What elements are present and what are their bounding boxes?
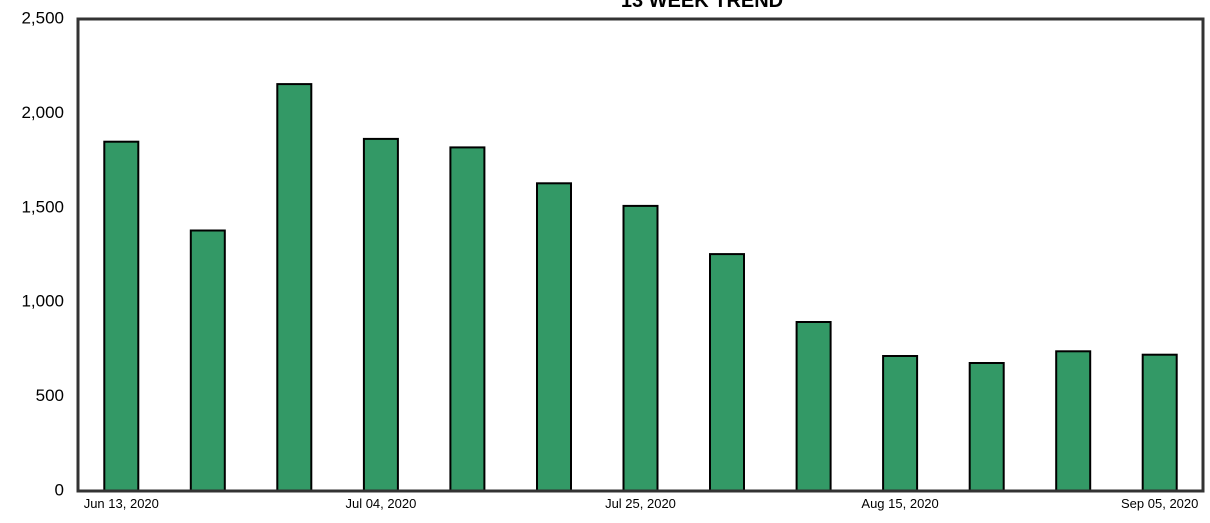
plot-frame — [76, 17, 1205, 493]
x-axis: Jun 13, 2020 Jul 04, 2020 Jul 25, 2020 Aug … — [84, 496, 1199, 511]
x-tick-label: Aug 15, 2020 — [861, 496, 938, 511]
y-tick-label: 2,500 — [21, 8, 64, 27]
x-tick-label: Jun 13, 2020 — [84, 496, 159, 511]
y-tick-label: 0 — [55, 480, 64, 499]
y-axis: 0 500 1,000 1,500 2,000 2,500 — [21, 8, 64, 499]
bar-12 — [1141, 353, 1178, 493]
bar-7 — [709, 253, 745, 492]
bar-2 — [276, 83, 313, 492]
bar-0 — [103, 140, 140, 492]
y-tick-label: 1,000 — [21, 292, 64, 311]
bar-1 — [189, 229, 226, 492]
x-tick-label: Jul 25, 2020 — [605, 496, 676, 511]
bar-3 — [362, 137, 399, 492]
x-tick-label: Sep 05, 2020 — [1121, 496, 1198, 511]
bar-9 — [882, 355, 919, 492]
bar-10 — [968, 362, 1005, 492]
bar-8 — [795, 321, 832, 492]
y-tick-label: 2,000 — [21, 103, 64, 122]
chart-title: 13 WEEK TREND — [621, 0, 783, 12]
bars-layer — [103, 83, 1178, 493]
bar-6 — [622, 204, 659, 492]
bar-5 — [536, 182, 572, 493]
x-tick-label: Jul 04, 2020 — [345, 496, 416, 511]
y-tick-label: 500 — [36, 386, 64, 405]
bar-4 — [449, 146, 486, 492]
y-tick-label: 1,500 — [21, 197, 64, 216]
bar-11 — [1055, 350, 1092, 492]
